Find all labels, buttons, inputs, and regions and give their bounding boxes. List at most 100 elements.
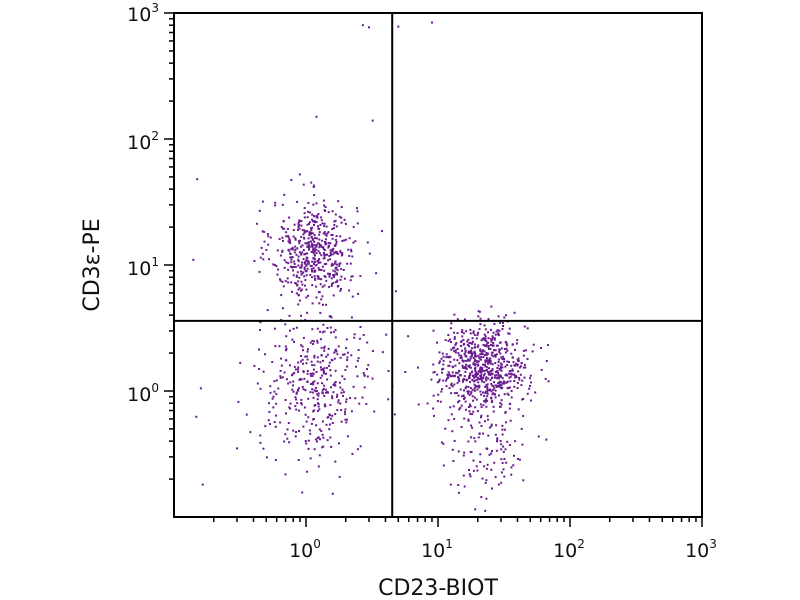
data-point <box>274 204 277 207</box>
data-point <box>482 344 485 346</box>
data-point <box>332 253 335 256</box>
data-point <box>348 289 351 292</box>
data-point <box>297 361 300 364</box>
data-point <box>306 230 309 233</box>
data-point <box>301 251 304 254</box>
data-point <box>318 233 321 236</box>
data-point <box>259 256 262 259</box>
data-point <box>387 370 390 372</box>
data-point <box>282 285 285 288</box>
data-point <box>485 366 488 369</box>
data-point <box>487 359 490 362</box>
data-point <box>333 220 336 223</box>
data-point <box>453 336 456 339</box>
data-point <box>454 364 457 367</box>
data-point <box>503 475 506 478</box>
data-point <box>350 248 353 251</box>
data-point <box>451 371 454 374</box>
data-point <box>465 385 468 388</box>
data-point <box>484 481 487 484</box>
data-point <box>297 224 300 227</box>
data-point <box>485 359 488 362</box>
data-point <box>464 365 467 368</box>
data-point <box>336 279 339 282</box>
data-point <box>351 295 354 298</box>
data-point <box>371 377 374 380</box>
data-point <box>486 447 489 450</box>
data-point <box>501 322 504 324</box>
data-point <box>490 305 493 308</box>
data-point <box>339 250 342 253</box>
data-point <box>508 332 511 335</box>
data-point <box>297 240 300 243</box>
data-point <box>259 329 261 331</box>
data-point <box>321 389 324 392</box>
data-point <box>295 275 298 278</box>
data-point <box>473 437 476 440</box>
data-point <box>498 394 500 397</box>
data-point <box>284 345 287 348</box>
data-point <box>313 354 316 357</box>
data-point <box>485 384 488 387</box>
data-point <box>320 346 323 349</box>
data-point <box>346 351 349 354</box>
data-point <box>330 316 333 319</box>
data-point <box>503 382 505 385</box>
data-point <box>317 258 320 261</box>
data-point <box>296 402 299 405</box>
data-point <box>290 258 293 261</box>
data-point <box>327 272 329 275</box>
data-point <box>312 203 315 206</box>
data-point <box>488 367 490 370</box>
data-point <box>320 298 323 301</box>
data-point <box>311 328 314 331</box>
data-point <box>490 397 493 400</box>
data-point <box>324 388 327 391</box>
data-point <box>458 408 461 411</box>
data-point <box>500 443 503 446</box>
data-point <box>520 384 523 387</box>
data-point <box>323 372 325 375</box>
data-point <box>485 376 488 379</box>
data-point <box>339 402 342 405</box>
data-point <box>474 440 477 443</box>
data-point <box>253 364 256 367</box>
data-point <box>493 349 495 352</box>
data-point <box>341 375 344 378</box>
data-point <box>304 260 307 263</box>
data-point <box>284 280 287 283</box>
data-point <box>291 256 294 259</box>
data-point <box>313 448 316 451</box>
data-point <box>295 326 298 329</box>
data-point <box>320 430 323 432</box>
data-point <box>516 381 519 384</box>
data-point <box>511 373 514 376</box>
data-point <box>288 314 291 317</box>
data-point <box>457 352 460 355</box>
data-point <box>497 384 500 387</box>
data-point <box>450 348 453 351</box>
data-point <box>309 233 312 236</box>
data-point <box>496 438 499 441</box>
data-point <box>490 423 493 426</box>
data-point <box>513 311 516 314</box>
data-point <box>317 277 320 280</box>
data-point <box>292 274 295 277</box>
data-point <box>330 284 333 287</box>
data-point <box>295 398 298 401</box>
data-point <box>339 278 342 281</box>
data-point <box>495 330 498 333</box>
data-point <box>366 375 369 378</box>
data-point <box>468 406 470 408</box>
data-point <box>329 404 332 406</box>
data-point <box>291 373 294 376</box>
data-point <box>497 360 500 363</box>
data-point <box>471 413 474 416</box>
data-point <box>341 253 344 256</box>
data-point <box>515 362 517 365</box>
data-point <box>487 345 490 347</box>
data-point <box>327 231 330 234</box>
data-point <box>473 346 476 349</box>
data-point <box>281 376 284 379</box>
data-point <box>293 260 296 263</box>
